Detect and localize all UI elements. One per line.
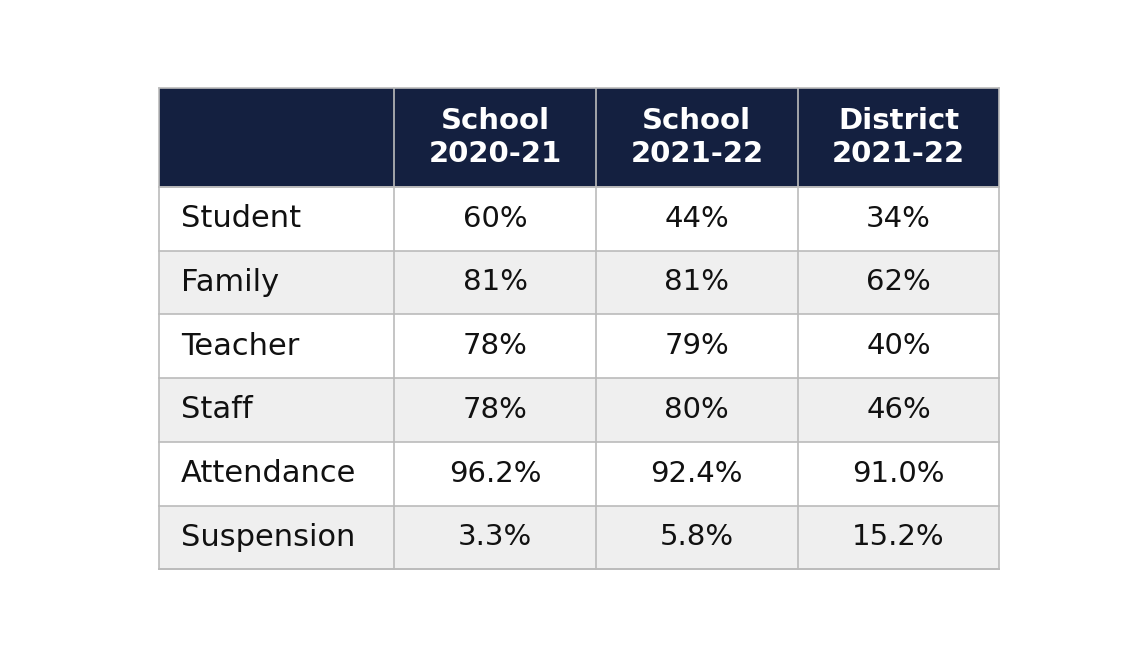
Bar — [596, 187, 798, 251]
Text: Family: Family — [181, 268, 279, 297]
Bar — [596, 442, 798, 506]
Text: 5.8%: 5.8% — [660, 523, 733, 551]
Text: 96.2%: 96.2% — [449, 460, 541, 488]
Bar — [394, 506, 596, 570]
Text: 78%: 78% — [462, 332, 528, 360]
Bar — [798, 251, 999, 314]
Bar — [798, 187, 999, 251]
Bar — [596, 88, 798, 187]
Bar — [158, 187, 394, 251]
Text: 3.3%: 3.3% — [458, 523, 532, 551]
Text: School: School — [441, 107, 549, 135]
Bar — [394, 314, 596, 378]
Text: 81%: 81% — [664, 268, 729, 296]
Text: 46%: 46% — [867, 396, 931, 424]
Bar — [394, 251, 596, 314]
Bar — [798, 442, 999, 506]
Text: 78%: 78% — [462, 396, 528, 424]
Bar — [798, 378, 999, 442]
Bar — [158, 378, 394, 442]
Bar — [394, 442, 596, 506]
Bar — [596, 314, 798, 378]
Text: 60%: 60% — [463, 204, 528, 232]
Text: 2020-21: 2020-21 — [428, 139, 562, 167]
Bar — [158, 506, 394, 570]
Bar — [158, 314, 394, 378]
Bar — [158, 442, 394, 506]
Text: 40%: 40% — [867, 332, 931, 360]
Text: School: School — [642, 107, 751, 135]
Text: 80%: 80% — [664, 396, 729, 424]
Bar — [394, 88, 596, 187]
Text: Student: Student — [181, 204, 301, 233]
Text: Staff: Staff — [181, 395, 252, 424]
Bar — [798, 506, 999, 570]
Bar — [158, 88, 394, 187]
Bar — [596, 251, 798, 314]
Text: 92.4%: 92.4% — [651, 460, 744, 488]
Text: 34%: 34% — [867, 204, 931, 232]
Text: Attendance: Attendance — [181, 459, 356, 488]
Text: 81%: 81% — [462, 268, 528, 296]
Text: Teacher: Teacher — [181, 332, 299, 361]
Text: District: District — [838, 107, 959, 135]
Text: 2021-22: 2021-22 — [832, 139, 965, 167]
Text: Suspension: Suspension — [181, 523, 355, 552]
Text: 79%: 79% — [664, 332, 729, 360]
Text: 91.0%: 91.0% — [852, 460, 945, 488]
Bar — [798, 314, 999, 378]
Bar — [394, 187, 596, 251]
Bar — [394, 378, 596, 442]
Bar — [798, 88, 999, 187]
Bar — [596, 378, 798, 442]
Bar — [158, 251, 394, 314]
Bar — [596, 506, 798, 570]
Text: 2021-22: 2021-22 — [631, 139, 764, 167]
Text: 44%: 44% — [664, 204, 729, 232]
Text: 15.2%: 15.2% — [852, 523, 945, 551]
Text: 62%: 62% — [867, 268, 931, 296]
